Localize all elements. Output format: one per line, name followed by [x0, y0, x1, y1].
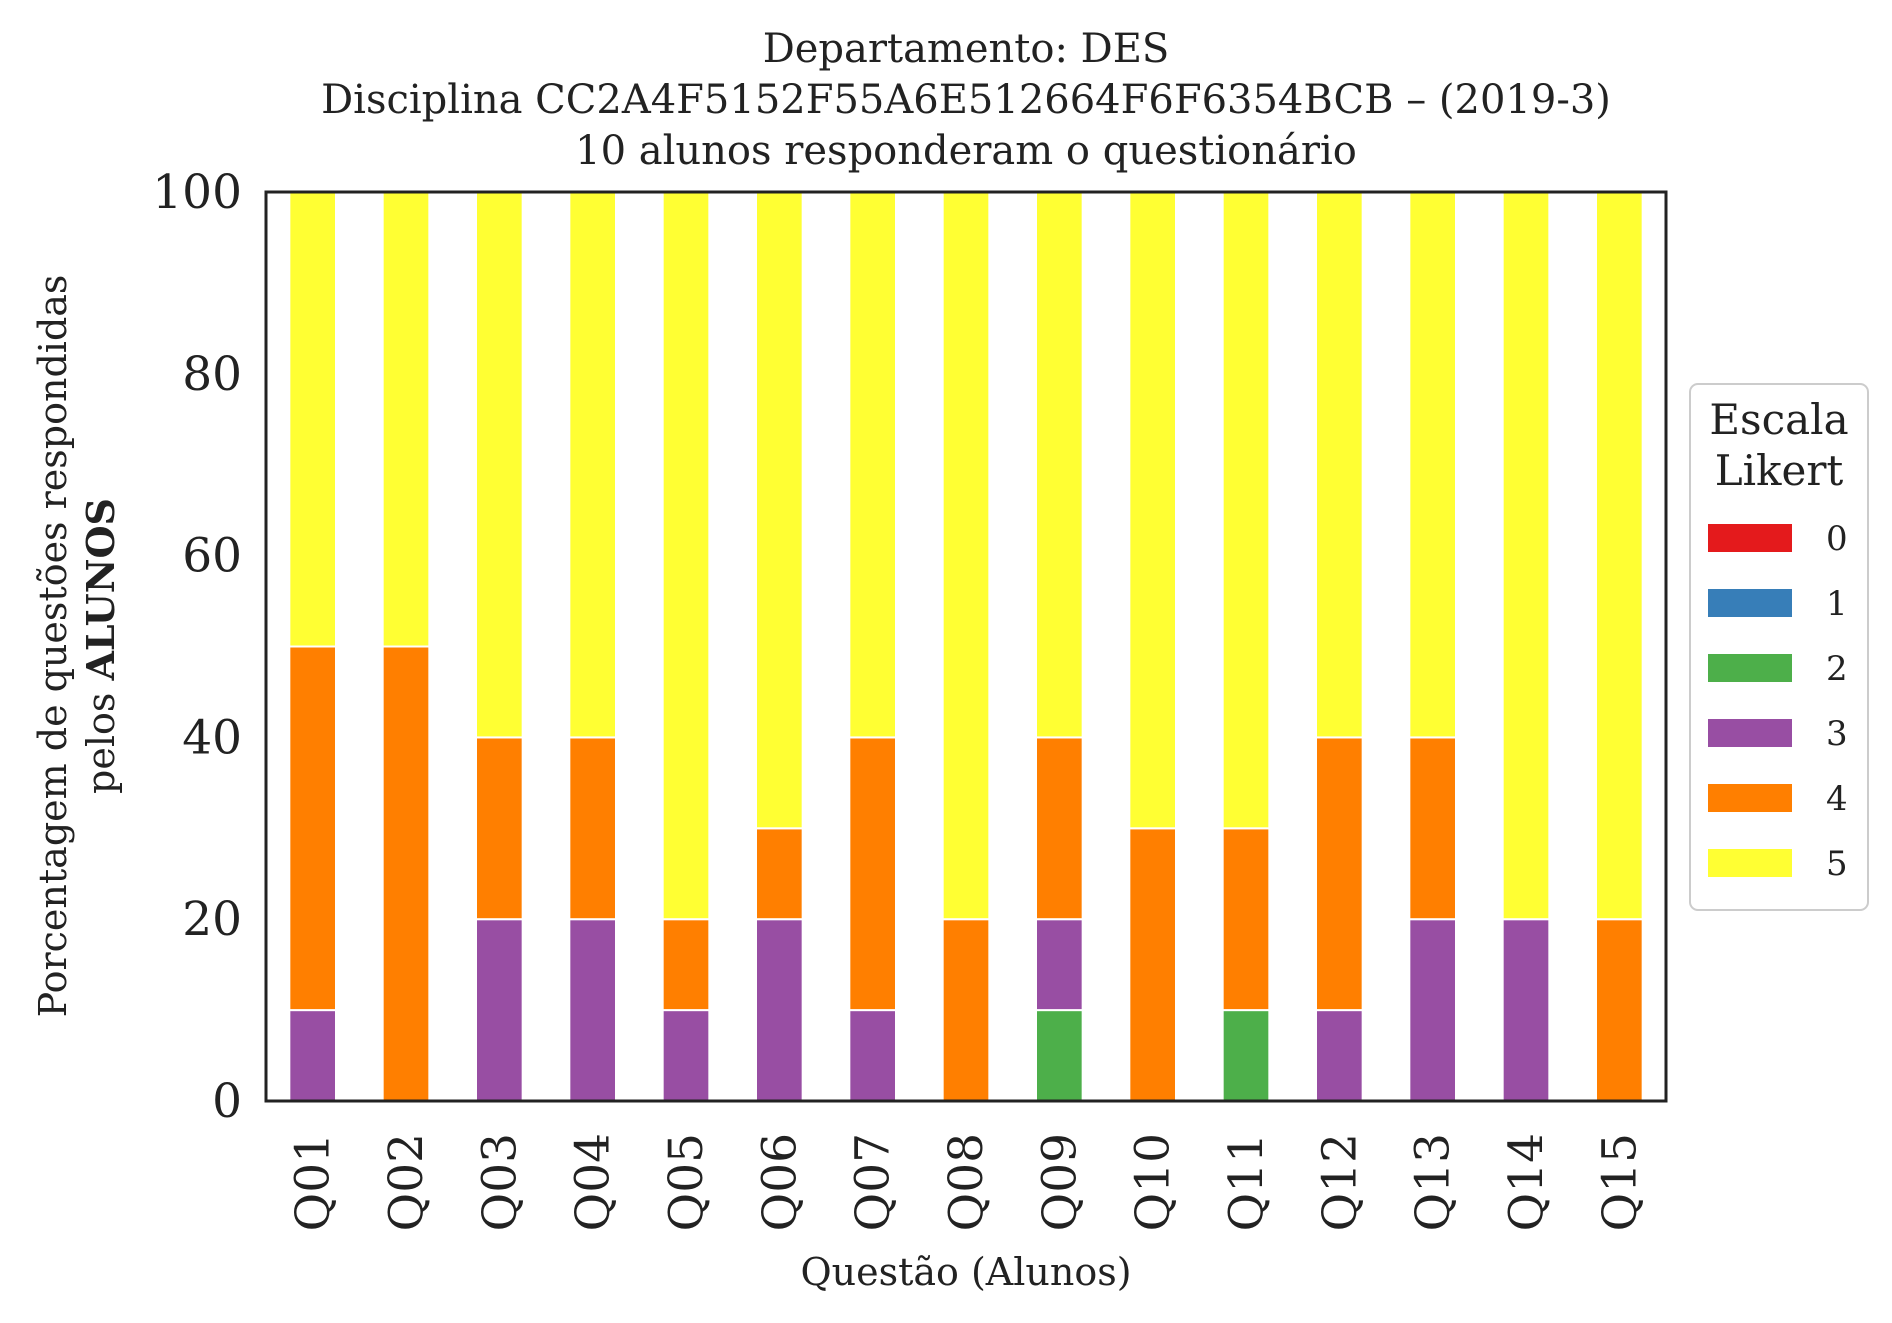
x-axis-label: Questão (Alunos) [800, 1250, 1131, 1294]
y-axis-label-bold: ALUNOS [78, 498, 123, 682]
legend-swatch-2 [1708, 654, 1792, 682]
legend-label-0: 0 [1826, 519, 1848, 559]
bar-q06-level-3 [755, 918, 804, 1103]
y-tick-label: 60 [182, 529, 242, 584]
bar-q04-level-4 [568, 736, 617, 921]
bar-q04-level-5 [568, 191, 617, 739]
x-tick-label-q10: Q10 [1126, 1133, 1181, 1231]
bar-q04-level-3 [568, 918, 617, 1103]
chart-title-line-1: Departamento: DES [763, 26, 1170, 72]
legend-swatch-1 [1708, 589, 1792, 617]
y-axis-label-prefix: pelos [79, 681, 123, 794]
x-tick-label-q07: Q07 [846, 1133, 901, 1231]
bar-q06-level-5 [755, 191, 804, 830]
bar-q03-level-5 [475, 191, 524, 739]
bar-q13-level-4 [1408, 736, 1458, 921]
legend-label-3: 3 [1826, 714, 1848, 754]
bar-q12-level-3 [1315, 1009, 1364, 1102]
legend-label-1: 1 [1826, 584, 1848, 624]
chart-title: Departamento: DES Disciplina CC2A4F5152F… [321, 26, 1611, 174]
bar-q09-level-5 [1035, 191, 1084, 739]
legend-swatch-5 [1708, 849, 1792, 877]
bar-q01-level-4 [288, 645, 338, 1012]
bar-q08-level-5 [941, 191, 991, 921]
bar-q02-level-5 [381, 191, 431, 648]
x-tick-label-q12: Q12 [1312, 1133, 1367, 1231]
legend-label-4: 4 [1826, 779, 1848, 819]
x-tick-label-q08: Q08 [939, 1133, 994, 1231]
bar-q11-level-4 [1221, 827, 1271, 1012]
bar-q01-level-5 [288, 191, 338, 648]
legend-label-2: 2 [1826, 649, 1848, 689]
legend: Escala Likert 0 1 2 3 4 5 [1689, 383, 1869, 911]
bar-q11-level-2 [1221, 1009, 1271, 1102]
x-axis-ticks: Q01 Q02 Q03 Q04 Q05 Q06 Q07 Q08 Q09 Q10 Q11 Q12 Q13 Q… [286, 1133, 1648, 1231]
bar-q03-level-4 [475, 736, 524, 921]
bar-q03-level-3 [475, 918, 524, 1103]
bar-q11-level-5 [1221, 191, 1271, 830]
y-tick-label: 0 [212, 1074, 242, 1129]
bar-q13-level-5 [1408, 191, 1458, 739]
bar-q06-level-4 [755, 827, 804, 921]
bar-q07-level-4 [848, 736, 897, 1012]
bar-q14-level-3 [1501, 918, 1551, 1103]
x-tick-label-q03: Q03 [472, 1133, 527, 1231]
bar-q05-level-3 [661, 1009, 711, 1102]
bar-q05-level-4 [661, 918, 711, 1012]
bars-layer [288, 191, 1644, 1103]
bar-q09-level-4 [1035, 736, 1084, 921]
bar-q13-level-3 [1408, 918, 1458, 1103]
y-axis-label-line-1: Porcentagem de questões respondidas [31, 275, 75, 1018]
x-tick-label-q11: Q11 [1219, 1133, 1274, 1231]
bar-q15-level-5 [1595, 191, 1644, 921]
bar-q15-level-4 [1595, 918, 1644, 1103]
x-tick-label-q04: Q04 [566, 1133, 621, 1231]
bar-q08-level-4 [941, 918, 991, 1103]
bar-q10-level-5 [1128, 191, 1178, 830]
legend-swatch-3 [1708, 719, 1792, 747]
legend-label-5: 5 [1826, 844, 1848, 884]
bar-q07-level-3 [848, 1009, 897, 1102]
y-axis-label-line-2: pelos ALUNOS [78, 498, 123, 794]
bar-q01-level-3 [288, 1009, 338, 1102]
legend-title-line-1: Escala [1709, 395, 1848, 444]
x-tick-label-q13: Q13 [1406, 1133, 1461, 1231]
x-tick-label-q02: Q02 [379, 1133, 434, 1231]
legend-frame [1689, 383, 1869, 911]
bar-q10-level-4 [1128, 827, 1178, 1102]
bar-q14-level-5 [1501, 191, 1551, 921]
y-tick-label: 40 [182, 710, 242, 765]
x-tick-label-q14: Q14 [1499, 1133, 1554, 1231]
bar-q05-level-5 [661, 191, 711, 921]
bar-q02-level-4 [381, 645, 431, 1102]
y-tick-label: 80 [182, 347, 242, 402]
plot-frame [264, 190, 1668, 1103]
chart-title-line-3: 10 alunos responderam o questionário [575, 128, 1357, 174]
y-axis-ticks: 0 20 40 60 80 100 [152, 165, 242, 1129]
x-tick-label-q06: Q06 [752, 1133, 807, 1231]
legend-swatch-0 [1708, 524, 1792, 552]
bar-q12-level-5 [1315, 191, 1364, 739]
y-tick-label: 20 [182, 892, 242, 947]
bar-q09-level-2 [1035, 1009, 1084, 1102]
bar-q09-level-3 [1035, 918, 1084, 1012]
x-tick-label-q05: Q05 [659, 1133, 714, 1231]
x-tick-label-q09: Q09 [1032, 1133, 1087, 1231]
legend-title-line-2: Likert [1715, 446, 1844, 495]
legend-swatch-4 [1708, 784, 1792, 812]
x-tick-label-q01: Q01 [286, 1133, 341, 1231]
y-axis-label: Porcentagem de questões respondidas pelo… [31, 275, 123, 1018]
x-tick-label-q15: Q15 [1592, 1133, 1647, 1231]
y-tick-label: 100 [152, 165, 242, 220]
bar-q12-level-4 [1315, 736, 1364, 1012]
chart-title-line-2: Disciplina CC2A4F5152F55A6E512664F6F6354… [321, 77, 1611, 123]
bar-q07-level-5 [848, 191, 897, 739]
legend-items: 0 1 2 3 4 5 [1708, 519, 1848, 884]
